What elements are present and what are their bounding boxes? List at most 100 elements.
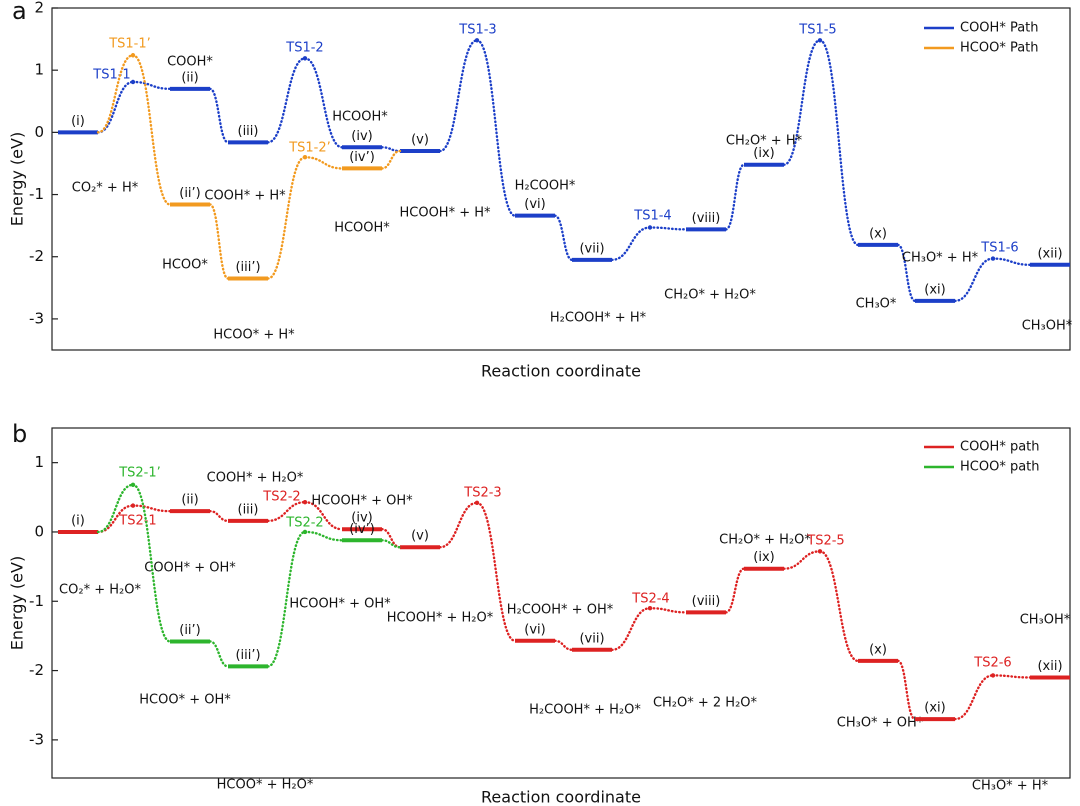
- species-label: CH₃O* + OH*: [837, 716, 924, 731]
- y-tick-label: 2: [34, 0, 44, 17]
- transition-state: [647, 605, 653, 611]
- transition-state: [990, 673, 996, 678]
- transition-state: [302, 56, 308, 61]
- state-label: (iii’): [235, 648, 260, 663]
- connector: [896, 243, 917, 303]
- state-label: (iv): [351, 129, 372, 144]
- state-label: (xii): [1037, 659, 1062, 674]
- y-tick-label: 0: [34, 522, 44, 540]
- species-label: HCOOH* + H*: [399, 206, 491, 221]
- species-label: HCOO* + OH*: [139, 693, 231, 708]
- state-label: (vi): [524, 197, 545, 212]
- species-label: CH₂O* + 2 H₂O*: [653, 696, 758, 711]
- species-label: CH₃O*: [856, 297, 897, 312]
- connector: [438, 39, 479, 153]
- plot-frame: [51, 427, 1071, 779]
- connector: [96, 54, 135, 134]
- plot-frame: [51, 7, 1071, 351]
- ts-label: TS1-4: [633, 209, 671, 224]
- species-label: H₂COOH*: [515, 179, 576, 194]
- y-tick-label: 0: [34, 123, 44, 141]
- species-label: CH₂O* + H₂O*: [719, 533, 811, 548]
- species-label: COOH* + H*: [204, 189, 286, 204]
- state-label: (ii’): [179, 186, 201, 201]
- species-label: HCOOH* + OH*: [311, 494, 413, 509]
- connector: [131, 483, 172, 643]
- state-label: (iv): [351, 511, 372, 526]
- species-label: CH₃OH*: [1022, 319, 1073, 334]
- connector: [208, 203, 230, 280]
- connector: [724, 163, 746, 231]
- connector: [131, 54, 172, 206]
- state-label: (x): [869, 226, 887, 241]
- connector: [475, 501, 517, 642]
- state-label: (iii): [238, 124, 259, 139]
- ts-label: TS1-1: [92, 68, 130, 83]
- ts-label: TS2-4: [631, 592, 669, 607]
- y-tick-label: -2: [29, 247, 44, 265]
- state-label: (ix): [753, 146, 774, 161]
- species-label: HCOO*: [162, 258, 208, 273]
- state-label: (ix): [753, 550, 774, 565]
- species-label: CO₂* + H*: [72, 181, 139, 196]
- state-label: (xii): [1037, 246, 1062, 261]
- connector: [131, 80, 172, 91]
- transition-state: [130, 482, 136, 488]
- transition-state: [302, 499, 308, 505]
- y-tick-label: -1: [29, 185, 44, 203]
- connector: [553, 639, 574, 651]
- connector: [131, 504, 172, 513]
- connector: [380, 149, 402, 170]
- transition-state: [474, 38, 480, 43]
- state-label: (i): [71, 513, 85, 528]
- transition-state: [474, 500, 480, 506]
- species-label: CH₃O* + H*: [902, 251, 979, 266]
- connector: [953, 674, 995, 721]
- state-label: (ii): [181, 493, 198, 508]
- state-label: (viii): [692, 594, 721, 609]
- state-label: (iv’): [349, 150, 375, 165]
- y-axis-title: Energy (eV): [8, 132, 27, 226]
- connector: [266, 500, 307, 523]
- state-label: (v): [411, 133, 429, 148]
- connector: [266, 156, 307, 280]
- connector: [96, 483, 135, 534]
- transition-state: [990, 256, 996, 261]
- species-label: CH₃OH*: [1020, 613, 1071, 628]
- species-label: H₂COOH* + H*: [550, 311, 647, 326]
- ts-label: TS1-5: [798, 23, 836, 38]
- state-label: (xi): [924, 282, 945, 297]
- state-label: (vi): [524, 622, 545, 637]
- ts-label: TS1-2: [285, 41, 323, 56]
- transition-state: [647, 225, 653, 230]
- y-tick-label: -3: [29, 309, 44, 327]
- species-label: CO₂* + H₂O*: [59, 583, 141, 598]
- state-label: (vii): [579, 241, 604, 256]
- transition-state: [130, 79, 136, 85]
- state-label: (ii): [181, 70, 198, 85]
- x-axis-title: Reaction coordinate: [481, 362, 641, 381]
- y-axis-title: Energy (eV): [8, 556, 27, 650]
- species-label: COOH* + OH*: [144, 561, 236, 576]
- state-label: (v): [411, 529, 429, 544]
- ts-label: TS2-3: [463, 486, 501, 501]
- ts-label: TS1-3: [458, 23, 496, 38]
- species-label: COOH*: [167, 55, 213, 70]
- state-label: (xi): [924, 701, 945, 716]
- transition-state: [130, 53, 136, 58]
- connector: [208, 87, 230, 144]
- connector: [208, 640, 230, 668]
- connector: [648, 226, 688, 231]
- connector: [782, 39, 822, 166]
- transition-state: [817, 38, 823, 43]
- state-label: (i): [71, 114, 85, 129]
- transition-state: [302, 155, 308, 160]
- transition-state: [130, 503, 136, 508]
- ts-label: TS2-5: [806, 534, 844, 549]
- connector: [380, 146, 402, 153]
- state-label: (ii’): [179, 623, 201, 638]
- transition-state: [817, 549, 823, 554]
- y-tick-label: -2: [29, 661, 44, 679]
- connector: [991, 674, 1032, 679]
